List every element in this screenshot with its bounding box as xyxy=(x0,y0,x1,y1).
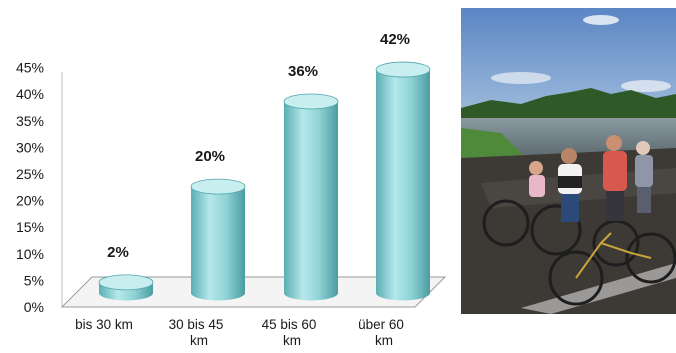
floor-plane xyxy=(60,276,447,308)
bar xyxy=(190,178,246,301)
y-axis: 0% 5% 10% 15% 20% 25% 30% 35% 40% 45% xyxy=(16,60,44,315)
y-tick-label: 5% xyxy=(24,272,44,288)
data-label: 2% xyxy=(107,244,129,261)
y-tick-label: 40% xyxy=(16,86,44,102)
y-tick-label: 45% xyxy=(16,60,44,76)
y-tick-label: 35% xyxy=(16,113,44,129)
bar-top xyxy=(283,93,339,110)
bar xyxy=(98,274,154,301)
data-label: 42% xyxy=(380,31,410,48)
bar-chart: 0% 5% 10% 15% 20% 25% 30% 35% 40% 45% 2% 20% 36% 42%… xyxy=(16,31,447,348)
y-tick-label: 10% xyxy=(16,246,44,262)
y-tick-label: 0% xyxy=(24,299,44,315)
y-tick-label: 20% xyxy=(16,193,44,209)
chart-floor xyxy=(60,71,447,308)
cyclists-photo xyxy=(461,8,676,314)
x-tick-label: 30 bis 45 km xyxy=(169,317,224,348)
bar-body xyxy=(376,69,430,301)
y-tick-label: 25% xyxy=(16,166,44,182)
bar xyxy=(283,93,339,301)
bar-top xyxy=(375,61,431,78)
data-label: 20% xyxy=(195,148,225,165)
x-tick-label: 45 bis 60 km xyxy=(262,317,317,348)
bar-body xyxy=(191,186,245,301)
y-tick-label: 30% xyxy=(16,139,44,155)
bar-top xyxy=(98,274,154,291)
bar-top xyxy=(190,178,246,195)
bar-body xyxy=(284,101,338,301)
x-tick-label: bis 30 km xyxy=(75,317,133,332)
data-label: 36% xyxy=(288,63,318,80)
y-tick-label: 15% xyxy=(16,219,44,235)
x-tick-label: über 60 km xyxy=(358,317,404,348)
bar-series: 2% 20% 36% 42% xyxy=(98,31,431,301)
x-axis: bis 30 km 30 bis 45 km 45 bis 60 km über 60 km xyxy=(75,317,404,348)
bar xyxy=(375,61,431,301)
